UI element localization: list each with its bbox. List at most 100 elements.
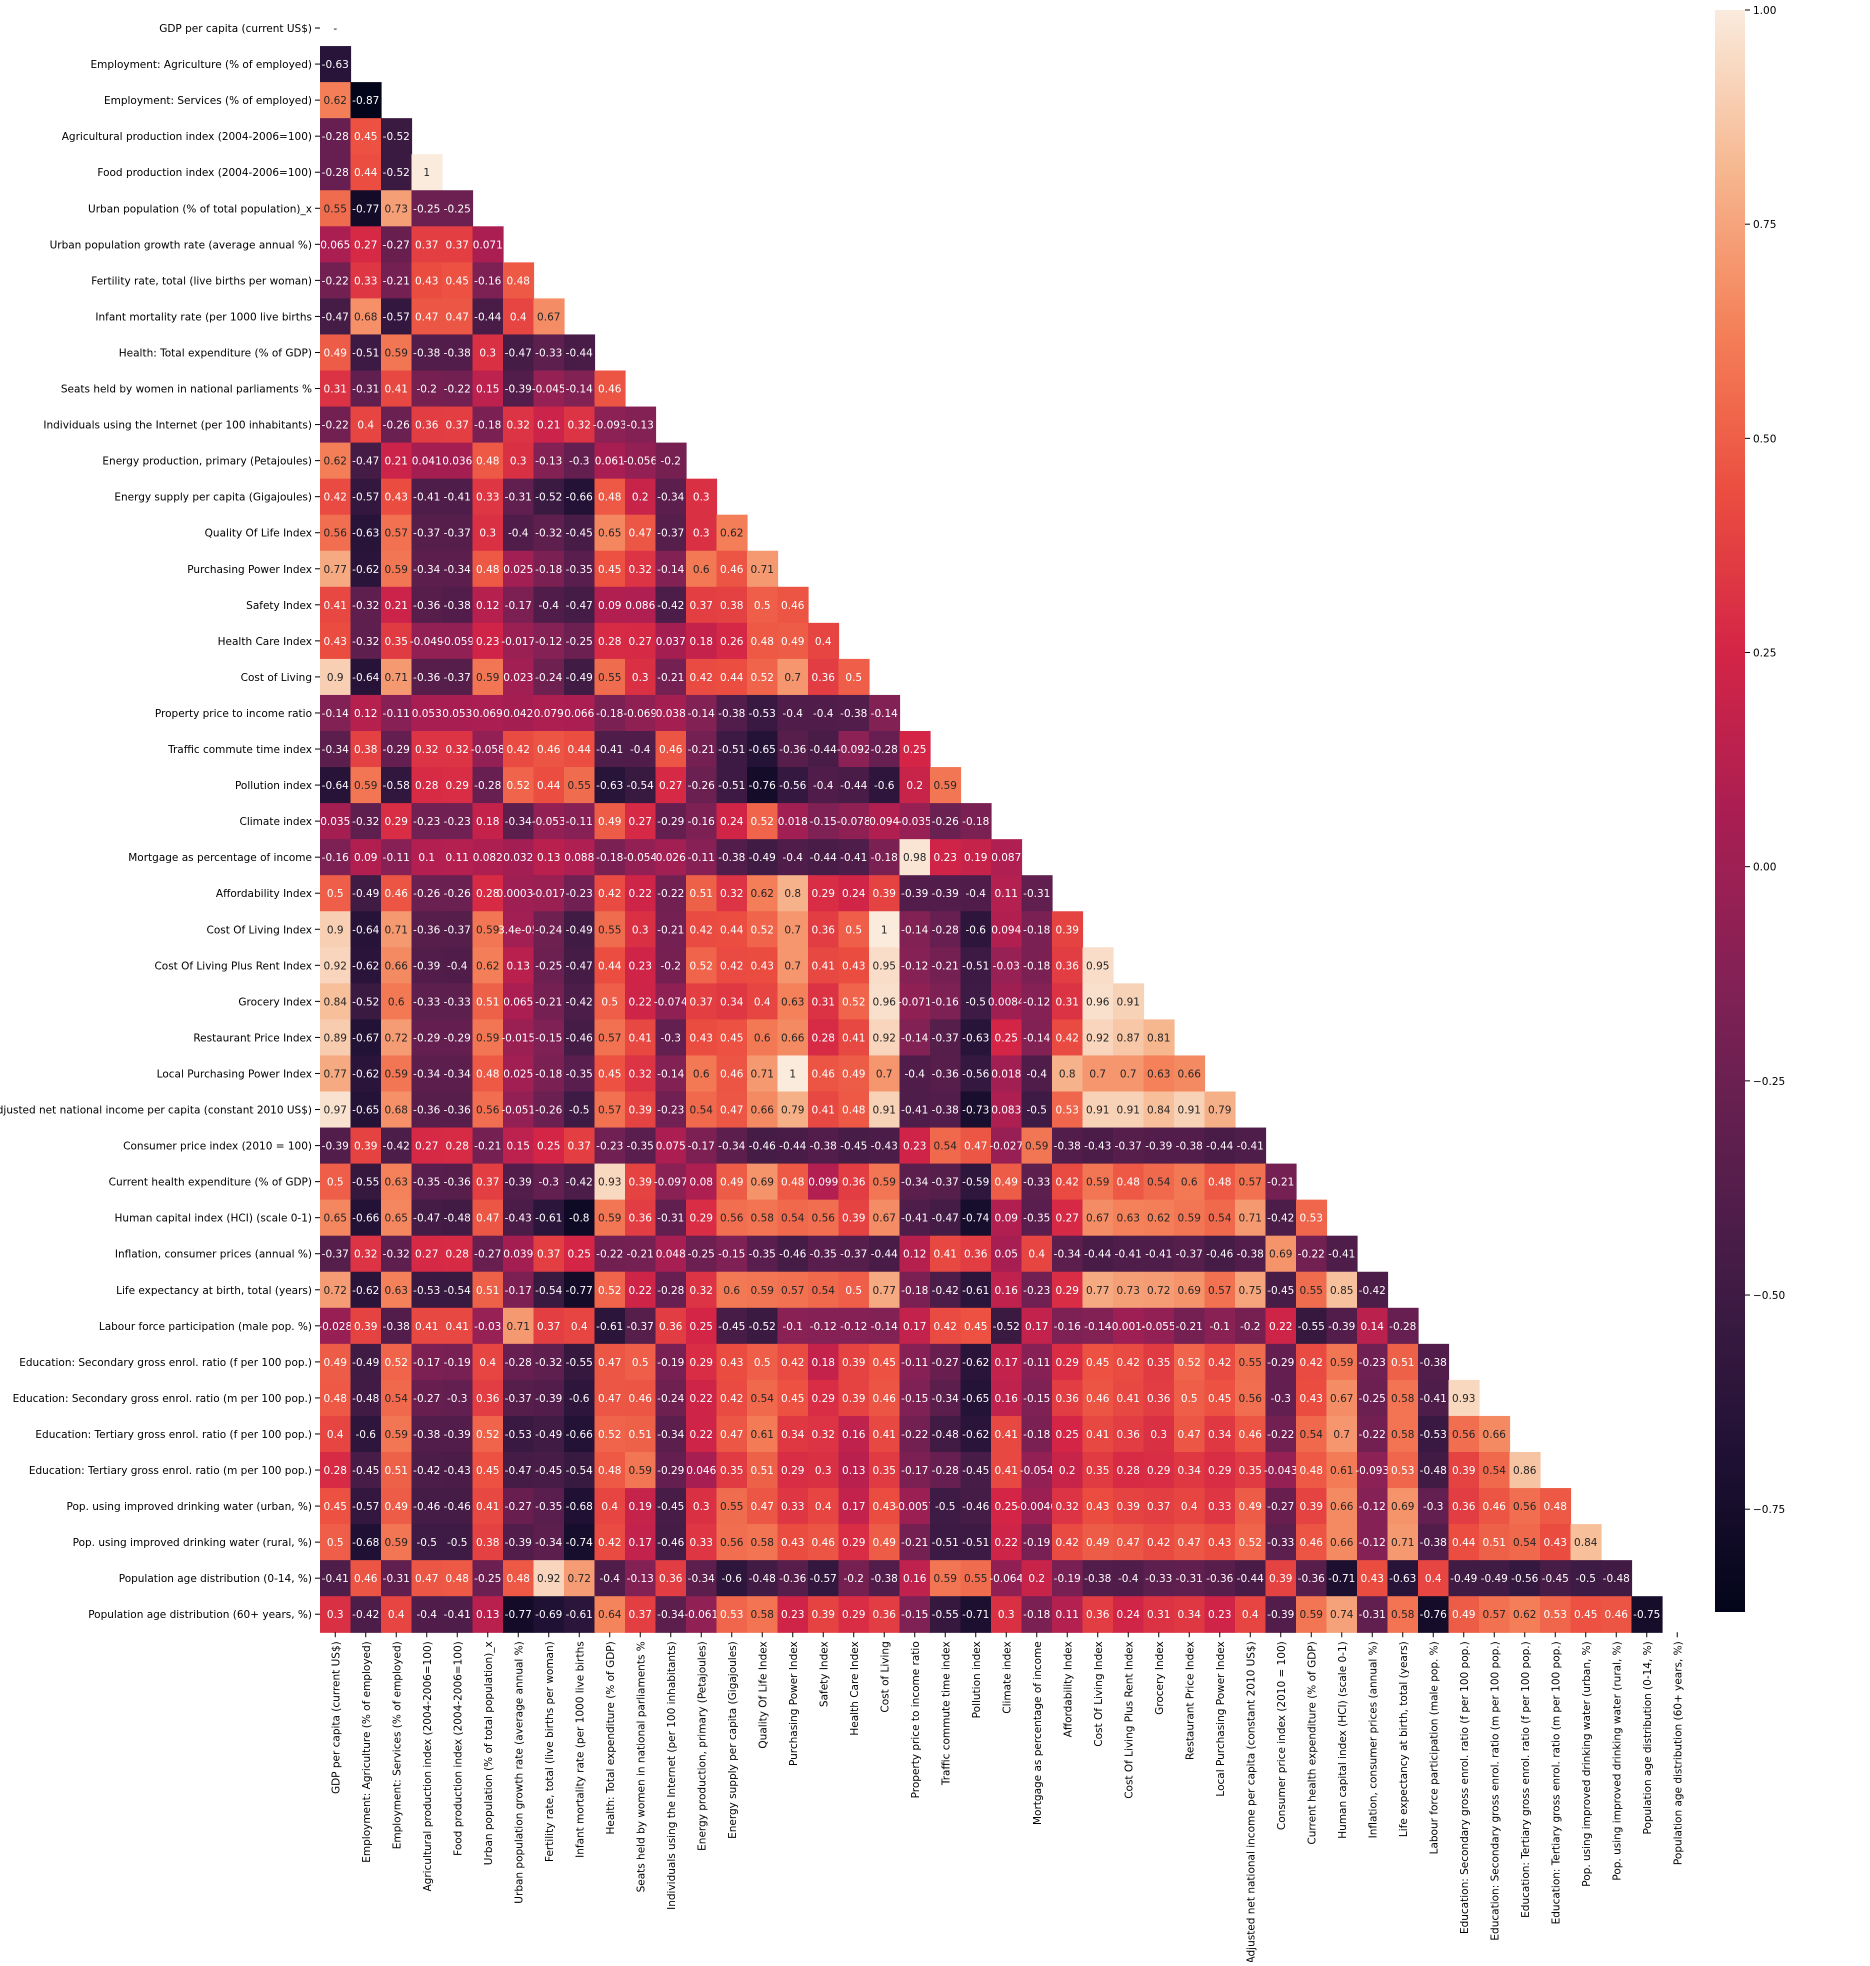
cell-value-label-38-36: -0.41 (1420, 1393, 1447, 1405)
cell-value-label-39-27: 0.3 (1150, 1429, 1167, 1441)
heatmap-cell-29-15 (777, 1055, 809, 1093)
cell-value-label-14-9: 0.65 (598, 528, 621, 540)
heatmap-cell-28-8 (564, 1019, 596, 1057)
column-label-inflation-consumer-prices-annual: Inflation, consumer prices (annual %) (1367, 1641, 1379, 1838)
heatmap-cell-30-26 (1113, 1091, 1145, 1129)
heatmap-cell-38-5 (472, 1379, 504, 1417)
heatmap-cell-26-0 (320, 947, 352, 984)
cell-value-label-40-4: -0.43 (444, 1465, 471, 1477)
cell-value-label-6-3: 0.37 (415, 239, 438, 251)
cell-value-label-31-15: -0.44 (779, 1141, 806, 1153)
cell-value-label-31-8: 0.37 (568, 1141, 591, 1153)
heatmap-cell-33-19 (899, 1199, 931, 1237)
cell-value-label-4-1: 0.44 (354, 167, 378, 179)
heatmap-cell-30-1 (350, 1091, 382, 1129)
cell-value-label-15-10: 0.32 (629, 564, 652, 576)
heatmap-cell-41-12 (686, 1488, 718, 1525)
cell-value-label-36-31: 0.22 (1269, 1321, 1292, 1333)
cell-value-label-16-4: -0.38 (444, 600, 471, 612)
cell-value-label-35-16: 0.54 (812, 1285, 836, 1297)
heatmap-cell-31-23 (1021, 1127, 1053, 1165)
cell-value-label-41-18: 0.43 (873, 1501, 896, 1513)
heatmap-cell-29-14 (747, 1055, 779, 1093)
cell-value-label-42-37: 0.44 (1452, 1537, 1476, 1549)
heatmap-cell-38-23 (1021, 1379, 1053, 1417)
cell-value-label-35-8: -0.77 (566, 1285, 593, 1297)
heatmap-cell-40-18 (869, 1452, 901, 1489)
cell-value-label-14-6: -0.4 (508, 528, 529, 540)
cell-value-label-43-8: 0.72 (568, 1573, 591, 1585)
heatmap-cell-36-34 (1357, 1307, 1389, 1345)
heatmap-cell-22-0 (320, 803, 352, 840)
cell-value-label-43-28: -0.31 (1176, 1573, 1203, 1585)
cell-value-label-42-33: 0.66 (1330, 1537, 1354, 1549)
cell-value-label-40-22: 0.41 (995, 1465, 1018, 1477)
heatmap-cell-11-10 (625, 406, 657, 444)
cell-value-label-41-20: -0.5 (935, 1501, 956, 1513)
cell-value-label-29-8: -0.35 (566, 1068, 593, 1080)
heatmap-cell-18-15 (777, 658, 809, 696)
heatmap-cell-42-22 (991, 1524, 1023, 1561)
heatmap-cell-42-39 (1509, 1524, 1541, 1561)
heatmap-cell-21-0 (320, 767, 352, 804)
row-label-property-price-to-income-ratio: Property price to income ratio (155, 708, 312, 720)
cell-value-label-33-1: -0.66 (352, 1213, 379, 1225)
cell-value-label-29-10: 0.32 (629, 1068, 652, 1080)
cell-value-label-31-13: -0.34 (718, 1141, 745, 1153)
cell-value-label-44-26: 0.24 (1117, 1609, 1141, 1621)
heatmap-cell-26-6 (503, 947, 535, 984)
cell-value-label-37-14: 0.5 (754, 1357, 771, 1369)
cell-value-label-35-0: 0.72 (324, 1285, 347, 1297)
heatmap-cell-14-9 (594, 514, 626, 552)
heatmap-cell-7-6 (503, 262, 535, 299)
cell-value-label-39-6: -0.53 (505, 1429, 532, 1441)
cell-value-label-21-16: -0.4 (813, 780, 834, 792)
heatmap-cell-31-15 (777, 1127, 809, 1165)
cell-value-label-44-3: -0.4 (417, 1609, 438, 1621)
cell-value-label-39-18: 0.41 (873, 1429, 896, 1441)
heatmap-cell-13-8 (564, 478, 596, 516)
heatmap-cell-40-32 (1296, 1452, 1328, 1489)
cell-value-label-34-28: -0.37 (1176, 1249, 1203, 1261)
column-label-consumer-price-index-2010-100: Consumer price index (2010 = 100) (1276, 1641, 1288, 1830)
heatmap-cell-32-26 (1113, 1163, 1145, 1201)
heatmap-cell-28-21 (960, 1019, 992, 1057)
cell-value-label-44-8: -0.61 (566, 1609, 593, 1621)
heatmap-cell-43-34 (1357, 1560, 1389, 1597)
heatmap-cell-27-26 (1113, 983, 1145, 1020)
heatmap-cell-10-5 (472, 370, 504, 408)
cell-value-label-30-1: -0.65 (352, 1105, 379, 1117)
heatmap-cell-12-6 (503, 442, 535, 480)
heatmap-cell-43-27 (1143, 1560, 1175, 1597)
heatmap-cell-41-36 (1418, 1488, 1450, 1525)
heatmap-cell-40-11 (655, 1452, 687, 1489)
heatmap-cell-14-1 (350, 514, 382, 552)
heatmap-cell-38-32 (1296, 1379, 1328, 1417)
heatmap-cell-24-11 (655, 875, 687, 912)
heatmap-cell-28-19 (899, 1019, 931, 1057)
cell-value-label-19-2: -0.11 (383, 708, 410, 720)
cell-value-label-9-8: -0.44 (566, 347, 593, 359)
cell-value-label-28-11: -0.3 (661, 1032, 682, 1044)
heatmap-cell-27-21 (960, 983, 992, 1020)
heatmap-cell-27-20 (930, 983, 962, 1020)
heatmap-cell-31-22 (991, 1127, 1023, 1165)
heatmap-cell-17-13 (716, 622, 748, 660)
cell-value-label-10-1: -0.31 (352, 384, 379, 396)
cell-value-label-5-2: 0.73 (385, 203, 408, 215)
heatmap-cell-41-16 (808, 1488, 840, 1525)
heatmap-cell-6-5 (472, 226, 504, 263)
cell-value-label-31-25: -0.43 (1084, 1141, 1111, 1153)
cell-value-label-32-14: 0.69 (751, 1177, 774, 1189)
cell-value-label-42-32: 0.46 (1300, 1537, 1324, 1549)
cell-value-label-31-7: 0.25 (537, 1141, 560, 1153)
cell-value-label-37-2: 0.52 (385, 1357, 408, 1369)
column-label-life-expectancy-at-birth-total-years: Life expectancy at birth, total (years) (1398, 1641, 1410, 1837)
cell-value-label-44-13: 0.53 (720, 1609, 743, 1621)
heatmap-cell-13-1 (350, 478, 382, 516)
cell-value-label-10-9: 0.46 (598, 384, 622, 396)
heatmap-cell-10-9 (594, 370, 626, 408)
cell-value-label-39-36: -0.53 (1420, 1429, 1447, 1441)
cell-value-label-43-0: -0.41 (322, 1573, 349, 1585)
